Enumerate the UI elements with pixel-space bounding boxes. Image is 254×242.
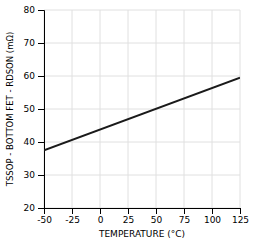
x-axis: -50 -25 0 25 50 75 100 125 [37,208,249,225]
tick-label: 20 [24,203,36,213]
tick-mark [100,208,101,214]
grid-line [44,43,240,44]
tick-mark [128,208,129,214]
y-axis: 20 30 40 50 60 70 80 [24,5,45,213]
tick-mark [184,208,185,214]
axis-line [38,11,45,209]
grid-line [44,142,240,143]
y-axis-label: TSSOP - BOTTOM FET - RDSON (mΩ) [5,32,15,188]
tick-label: 60 [24,71,36,81]
grid-line [44,109,240,110]
axis-line [45,209,241,215]
tick-label: 125 [232,215,249,225]
plot: -50 -25 0 25 50 75 100 125 20 30 40 50 60 70 80 [24,5,250,225]
tick-label: -25 [65,215,80,225]
x-axis-label: TEMPERATURE (°C) [98,229,185,239]
tick-mark [38,76,44,77]
tick-label: 75 [179,215,190,225]
tick: 70 [24,38,44,48]
tick: 0 [98,208,104,225]
tick: 50 [151,208,163,225]
grid-line [44,10,240,11]
tick: -50 [37,208,52,225]
tick-label: 100 [204,215,221,225]
tick-label: 40 [24,137,36,147]
tick-mark [38,142,44,143]
tick-label: 50 [151,215,163,225]
tick: 50 [24,104,44,114]
grid-line [44,76,240,77]
tick-label: 70 [24,38,36,48]
tick: -25 [65,208,80,225]
tick-mark [212,208,213,214]
tick-mark [38,109,44,110]
tick: 25 [123,208,134,225]
tick: 75 [179,208,190,225]
tick-label: 30 [24,170,36,180]
tick: 30 [24,170,44,180]
tick: 80 [24,5,44,15]
tick-mark [72,208,73,214]
grid [44,10,240,208]
tick: 125 [232,208,249,225]
tick: 40 [24,137,44,147]
chart: -50 -25 0 25 50 75 100 125 20 30 40 50 60 70 80 TEMPERA… [0,0,254,242]
tick: 100 [204,208,221,225]
tick-mark [38,208,44,209]
tick-label: -50 [37,215,52,225]
tick-label: 50 [24,104,36,114]
tick-label: 25 [123,215,134,225]
line [44,78,240,151]
tick: 60 [24,71,44,81]
tick-label: 80 [24,5,36,15]
grid-line [44,175,240,176]
tick-mark [156,208,157,214]
tick-mark [240,208,241,214]
tick-mark [38,10,44,11]
tick-label: 0 [98,215,104,225]
tick-mark [38,43,44,44]
tick: 20 [24,203,44,213]
tick-mark [38,175,44,176]
marks [44,78,240,151]
